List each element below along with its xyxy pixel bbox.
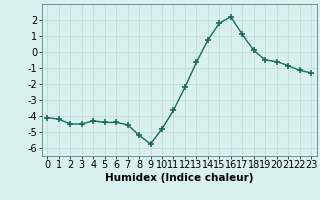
X-axis label: Humidex (Indice chaleur): Humidex (Indice chaleur): [105, 173, 253, 183]
